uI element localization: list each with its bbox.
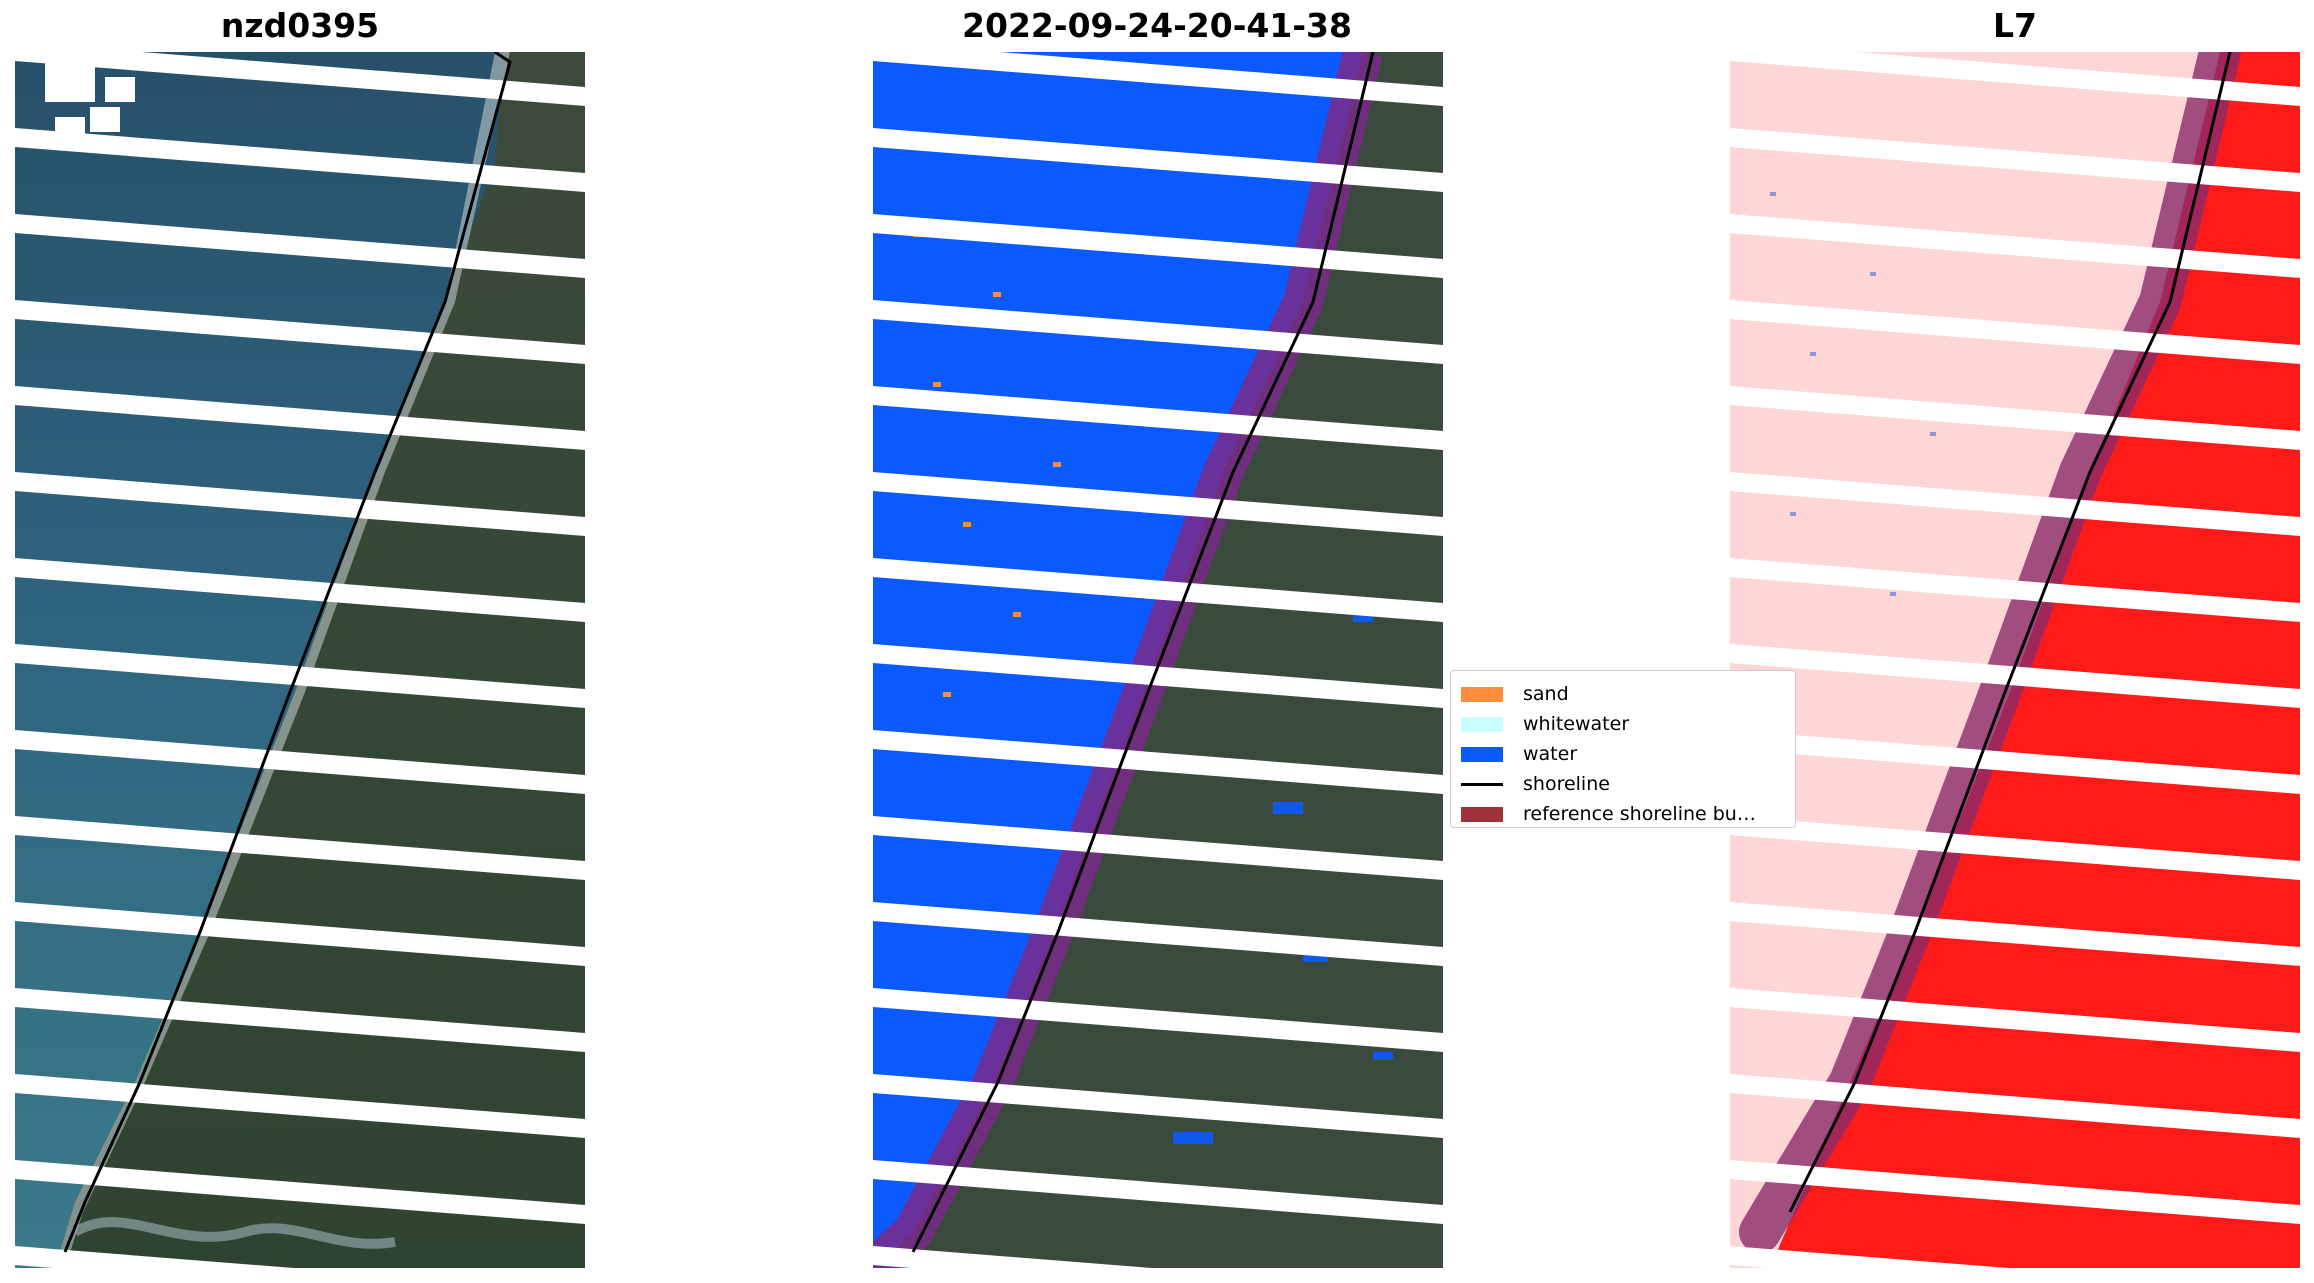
scan-gap-stripe bbox=[15, 1246, 294, 1268]
classification-image bbox=[873, 52, 1443, 1268]
scan-gap-stripe bbox=[15, 472, 585, 536]
scan-gap-stripe bbox=[15, 730, 585, 794]
scan-gap-stripe bbox=[1730, 644, 2300, 708]
legend: sand whitewater water shoreline referenc… bbox=[1450, 670, 1796, 828]
scan-gap-stripe bbox=[1730, 1160, 2300, 1224]
index-panel bbox=[1730, 52, 2300, 1268]
scan-gap-stripe bbox=[15, 902, 585, 966]
reference-shoreline-buffer bbox=[873, 52, 1383, 1268]
scan-gap-stripes bbox=[15, 52, 585, 1268]
legend-item-whitewater: whitewater bbox=[1461, 709, 1785, 739]
scan-gap-stripe bbox=[873, 386, 1443, 450]
scan-gap-stripe bbox=[1730, 816, 2300, 880]
scan-gap-stripe bbox=[15, 386, 585, 450]
scan-gap-stripes bbox=[1730, 52, 2300, 1268]
scan-gap-stripe bbox=[1730, 300, 2300, 364]
scan-gap-stripe bbox=[873, 988, 1443, 1052]
scan-gap-stripe bbox=[15, 1160, 585, 1224]
scan-gap-stripe bbox=[15, 128, 585, 192]
scan-gap-stripe bbox=[873, 902, 1443, 966]
scan-gap-stripe bbox=[873, 558, 1443, 622]
scan-gap-stripe bbox=[873, 128, 1443, 192]
legend-label: water bbox=[1523, 743, 1578, 765]
legend-swatch-whitewater bbox=[1461, 716, 1503, 732]
legend-swatch-water bbox=[1461, 746, 1503, 762]
legend-label: sand bbox=[1523, 683, 1569, 705]
panel-title-index: L7 bbox=[1993, 6, 2037, 45]
scan-gap-stripe bbox=[1730, 52, 2300, 106]
reference-shoreline-buffer bbox=[1739, 52, 2241, 1253]
rgb-image bbox=[15, 52, 585, 1268]
scan-gap-stripe bbox=[873, 1160, 1443, 1224]
legend-swatch-sand bbox=[1461, 686, 1503, 702]
scan-gap-stripe bbox=[15, 52, 585, 106]
scan-gap-stripe bbox=[1730, 472, 2300, 536]
scan-gap-stripe bbox=[15, 988, 585, 1052]
scan-gap-stripe bbox=[15, 816, 585, 880]
scan-gap-stripe bbox=[1730, 902, 2300, 966]
scan-gap-stripe bbox=[1730, 214, 2300, 278]
legend-item-reference-buffer: reference shoreline bu… bbox=[1461, 799, 1785, 829]
scan-gap-stripe bbox=[15, 300, 585, 364]
scan-gap-stripe bbox=[873, 730, 1443, 794]
scan-gap-stripe bbox=[873, 52, 1443, 106]
legend-item-water: water bbox=[1461, 739, 1785, 769]
scan-gap-stripes bbox=[873, 52, 1443, 1268]
scan-gap-stripe bbox=[873, 300, 1443, 364]
scan-gap-stripe bbox=[873, 816, 1443, 880]
scan-gap-stripe bbox=[873, 1074, 1443, 1138]
panel-title-classification: 2022-09-24-20-41-38 bbox=[962, 6, 1352, 45]
shoreline bbox=[1788, 52, 2232, 1213]
legend-swatch-reference-buffer bbox=[1461, 806, 1503, 822]
legend-item-sand: sand bbox=[1461, 679, 1785, 709]
scan-gap-stripe bbox=[873, 644, 1443, 708]
legend-line-shoreline bbox=[1461, 782, 1503, 786]
scan-gap-stripe bbox=[1730, 988, 2300, 1052]
shoreline bbox=[63, 52, 512, 1253]
legend-item-shoreline: shoreline bbox=[1461, 769, 1785, 799]
legend-label: shoreline bbox=[1523, 773, 1610, 795]
scan-gap-stripe bbox=[15, 1074, 585, 1138]
panel-title-rgb: nzd0395 bbox=[220, 6, 380, 45]
rgb-image-panel bbox=[15, 52, 585, 1268]
scan-gap-stripe bbox=[15, 558, 585, 622]
scan-gap-stripe bbox=[1730, 730, 2300, 794]
scan-gap-stripe bbox=[15, 644, 585, 708]
scan-gap-stripe bbox=[1730, 128, 2300, 192]
scan-gap-stripe bbox=[1730, 386, 2300, 450]
scan-gap-stripe bbox=[15, 214, 585, 278]
scan-gap-stripe bbox=[1730, 558, 2300, 622]
scan-gap-stripe bbox=[873, 472, 1443, 536]
classification-panel bbox=[873, 52, 1443, 1268]
legend-label: whitewater bbox=[1523, 713, 1630, 735]
legend-label: reference shoreline bu… bbox=[1523, 803, 1756, 825]
shoreline bbox=[911, 52, 1375, 1253]
index-image bbox=[1730, 52, 2300, 1268]
scan-gap-stripe bbox=[1730, 1074, 2300, 1138]
scan-gap-stripe bbox=[873, 214, 1443, 278]
